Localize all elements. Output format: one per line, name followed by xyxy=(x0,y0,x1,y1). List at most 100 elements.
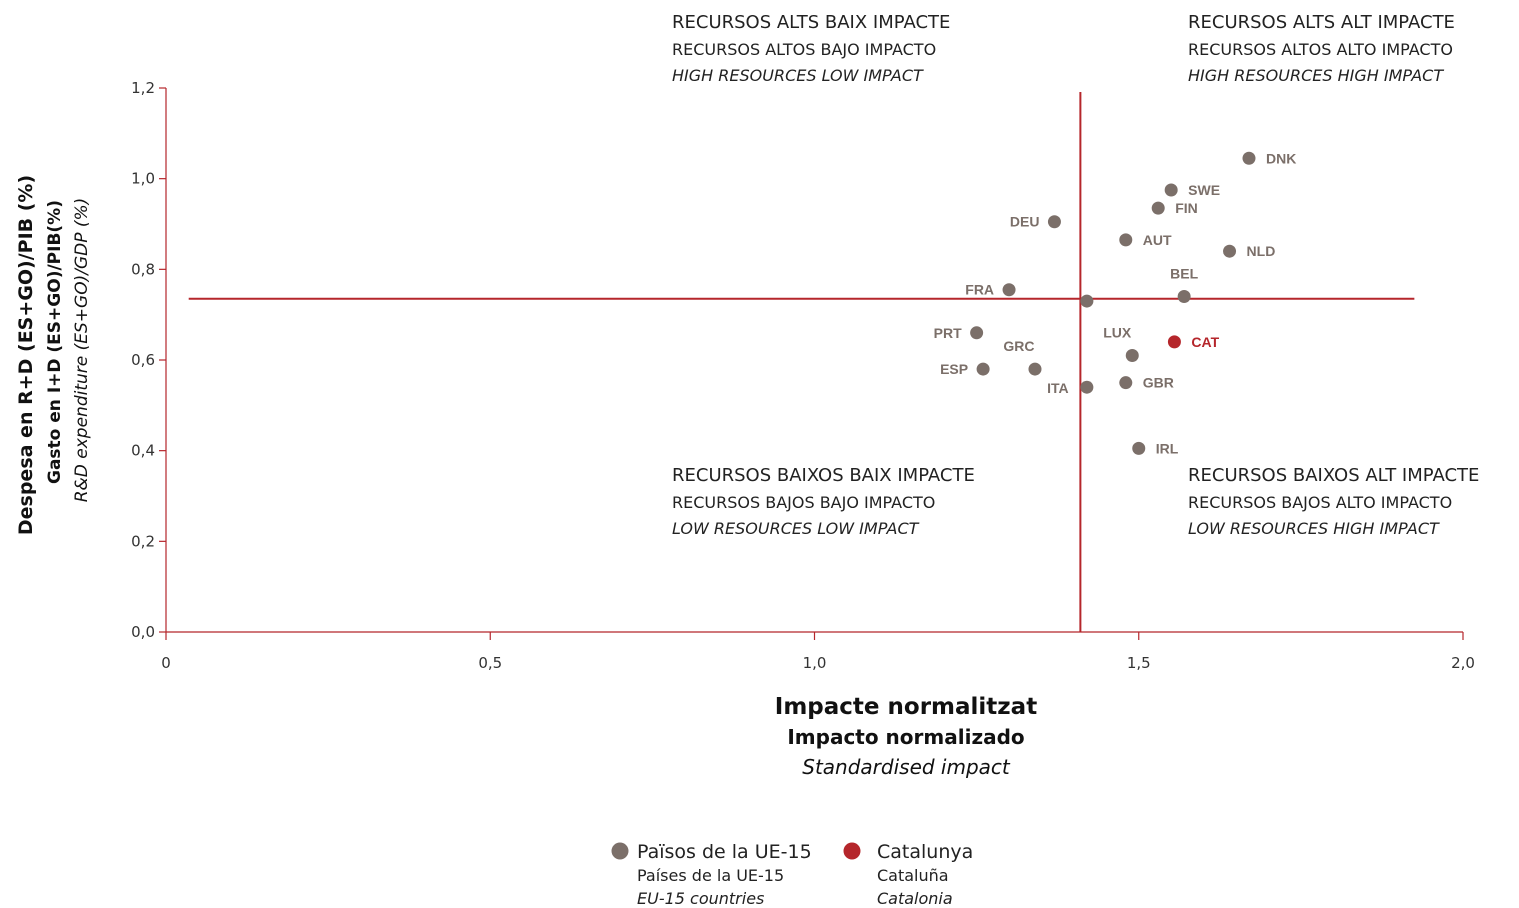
y-tick-label: 0,4 xyxy=(131,442,155,460)
legend-marker-catalunya xyxy=(843,842,861,860)
point-irl: IRL xyxy=(1132,440,1179,456)
point-grc: GRC xyxy=(1003,338,1042,376)
legend-label-ca: Països de la UE-15 xyxy=(637,841,812,863)
quadrant-top-left: RECURSOS ALTS BAIX IMPACTE RECURSOS ALTO… xyxy=(672,12,950,85)
point-label: CAT xyxy=(1191,334,1219,350)
quadrant-top-right: RECURSOS ALTS ALT IMPACTE RECURSOS ALTOS… xyxy=(1188,12,1455,85)
x-axis-title: Impacte normalitzat Impacto normalizado … xyxy=(775,694,1037,779)
point-nld: NLD xyxy=(1223,243,1275,259)
point-lux: LUX xyxy=(1103,324,1139,362)
x-axis-title-en: Standardised impact xyxy=(802,755,1011,779)
x-ticks: 0 0,5 1,0 1,5 2,0 xyxy=(161,632,1475,672)
point-label: AUT xyxy=(1143,232,1172,248)
y-ticks: 0,0 0,2 0,4 0,6 0,8 1,0 1,2 xyxy=(131,79,166,641)
y-tick-label: 0,8 xyxy=(131,260,155,278)
legend-item-eu15: Països de la UE-15 Países de la UE-15 EU… xyxy=(611,841,812,908)
point-marker xyxy=(1177,290,1191,304)
legend-label-es: Países de la UE-15 xyxy=(637,866,784,885)
point-fra: FRA xyxy=(965,282,1016,298)
point-cat: CAT xyxy=(1167,334,1220,350)
point-marker xyxy=(1164,183,1178,197)
quadrant-bottom-right: RECURSOS BAIXOS ALT IMPACTE RECURSOS BAJ… xyxy=(1188,465,1479,538)
point-label: SWE xyxy=(1188,182,1220,198)
point-marker xyxy=(1080,294,1094,308)
legend: Països de la UE-15 Países de la UE-15 EU… xyxy=(611,841,973,908)
y-tick-label: 1,0 xyxy=(131,170,155,188)
quadrant-english: HIGH RESOURCES LOW IMPACT xyxy=(672,66,924,85)
legend-label-en: EU-15 countries xyxy=(637,889,764,908)
point-deu: DEU xyxy=(1010,214,1061,230)
point-marker xyxy=(1125,348,1139,362)
quadrant-english: LOW RESOURCES HIGH IMPACT xyxy=(1188,519,1440,538)
legend-item-catalunya: Catalunya Cataluña Catalonia xyxy=(843,841,973,908)
point-marker xyxy=(1242,151,1256,165)
quadrant-subtitle: RECURSOS ALTOS ALTO IMPACTO xyxy=(1188,40,1453,59)
point-ita: ITA xyxy=(1047,380,1094,396)
legend-marker-eu15 xyxy=(611,842,629,860)
quadrant-title: RECURSOS ALTS ALT IMPACTE xyxy=(1188,12,1455,33)
quadrant-title: RECURSOS BAIXOS BAIX IMPACTE xyxy=(672,465,975,486)
y-axis-title-en: R&D expenditure (ES+GO)/GDP (%) xyxy=(72,198,92,503)
point-marker xyxy=(1167,335,1181,349)
point-marker xyxy=(1151,201,1165,215)
legend-label-ca: Catalunya xyxy=(877,841,973,863)
point-label: IRL xyxy=(1156,440,1179,456)
point-unlabeled xyxy=(1080,294,1094,308)
point-label: NLD xyxy=(1247,243,1276,259)
x-tick-label: 2,0 xyxy=(1451,654,1475,672)
point-aut: AUT xyxy=(1119,232,1172,248)
quadrant-title: RECURSOS BAIXOS ALT IMPACTE xyxy=(1188,465,1479,486)
point-gbr: GBR xyxy=(1119,375,1174,391)
quadrant-bottom-left: RECURSOS BAIXOS BAIX IMPACTE RECURSOS BA… xyxy=(672,465,975,538)
point-label: BEL xyxy=(1170,266,1198,282)
y-tick-label: 0,2 xyxy=(131,532,155,550)
point-swe: SWE xyxy=(1164,182,1220,198)
point-label: GRC xyxy=(1003,338,1034,354)
legend-label-es: Cataluña xyxy=(877,866,949,885)
point-label: PRT xyxy=(934,325,962,341)
x-tick-label: 0,5 xyxy=(478,654,502,672)
point-label: FIN xyxy=(1175,200,1198,216)
point-label: ITA xyxy=(1047,380,1069,396)
point-marker xyxy=(1028,362,1042,376)
point-marker xyxy=(1132,441,1146,455)
y-axis-title-ca: Despesa en R+D (ES+GO)/PIB (%) xyxy=(15,175,37,535)
quadrant-subtitle: RECURSOS BAJOS BAJO IMPACTO xyxy=(672,493,935,512)
point-label: FRA xyxy=(965,282,994,298)
y-tick-label: 1,2 xyxy=(131,79,155,97)
point-marker xyxy=(970,326,984,340)
x-axis-title-es: Impacto normalizado xyxy=(787,725,1024,749)
x-tick-label: 0 xyxy=(161,654,171,672)
y-tick-label: 0,0 xyxy=(131,623,155,641)
point-label: LUX xyxy=(1103,324,1132,340)
point-marker xyxy=(976,362,990,376)
point-marker xyxy=(1002,283,1016,297)
quadrant-subtitle: RECURSOS ALTOS BAJO IMPACTO xyxy=(672,40,936,59)
y-tick-label: 0,6 xyxy=(131,351,155,369)
x-tick-label: 1,0 xyxy=(803,654,827,672)
y-axis-title-es: Gasto en I+D (ES+GO)/PIB(%) xyxy=(45,200,65,484)
y-axis-title: Despesa en R+D (ES+GO)/PIB (%) Gasto en … xyxy=(15,175,92,535)
data-points: DNK SWE FIN DEU AUT NLD FRA BEL PRT LUX GRC ESP GBR I… xyxy=(934,150,1297,456)
point-marker xyxy=(1047,215,1061,229)
point-marker xyxy=(1119,376,1133,390)
x-tick-label: 1,5 xyxy=(1127,654,1151,672)
quadrant-english: HIGH RESOURCES HIGH IMPACT xyxy=(1188,66,1444,85)
quadrant-subtitle: RECURSOS BAJOS ALTO IMPACTO xyxy=(1188,493,1452,512)
legend-label-en: Catalonia xyxy=(877,889,953,908)
point-marker xyxy=(1080,380,1094,394)
quadrant-title: RECURSOS ALTS BAIX IMPACTE xyxy=(672,12,950,33)
point-prt: PRT xyxy=(934,325,984,341)
point-label: DEU xyxy=(1010,214,1040,230)
point-fin: FIN xyxy=(1151,200,1198,216)
point-dnk: DNK xyxy=(1242,150,1296,166)
point-esp: ESP xyxy=(940,361,990,377)
point-marker xyxy=(1223,244,1237,258)
point-label: ESP xyxy=(940,361,968,377)
point-label: DNK xyxy=(1266,150,1296,166)
point-label: GBR xyxy=(1143,375,1174,391)
quadrant-english: LOW RESOURCES LOW IMPACT xyxy=(672,519,920,538)
point-marker xyxy=(1119,233,1133,247)
point-bel: BEL xyxy=(1170,266,1199,304)
